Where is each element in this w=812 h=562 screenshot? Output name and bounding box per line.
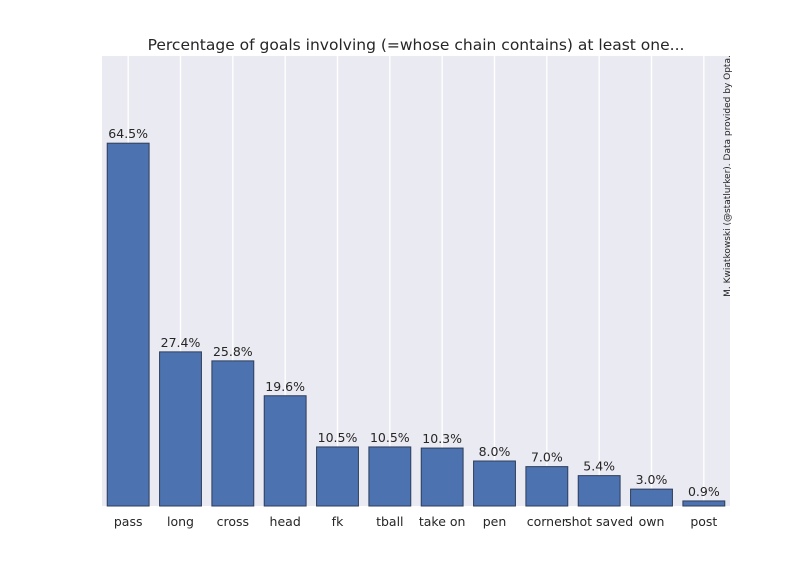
data-label: 0.9%	[688, 484, 720, 499]
x-tick-label: tball	[376, 514, 403, 529]
x-tick-label: post	[690, 514, 717, 529]
x-tick-label: take on	[419, 514, 466, 529]
data-label: 27.4%	[161, 335, 201, 350]
x-tick-label: head	[270, 514, 301, 529]
bar-tball	[368, 446, 412, 507]
bars	[106, 142, 726, 507]
bar-shot-saved	[577, 475, 621, 507]
bar-pen	[473, 460, 516, 507]
x-tick-label: own	[639, 514, 665, 529]
data-label: 10.5%	[370, 430, 410, 445]
bar-own	[630, 488, 673, 507]
plot-background	[102, 56, 730, 506]
credit-note: M. Kwiatkowski (@statlurker). Data provi…	[723, 55, 733, 297]
data-label: 5.4%	[583, 459, 615, 474]
data-label: 10.3%	[422, 431, 462, 446]
x-tick-labels: pass long cross head fk tball take on pen corner…	[114, 514, 718, 529]
data-labels: 64.5% 27.4% 25.8% 19.6% 10.5% 10.5% 10.3% 8.0% 7…	[108, 126, 720, 499]
data-label: 25.8%	[213, 344, 253, 359]
x-tick-label: cross	[217, 514, 249, 529]
data-label: 10.5%	[318, 430, 358, 445]
chart-title: Percentage of goals involving (=whose ch…	[148, 36, 685, 54]
bar-head	[263, 395, 307, 507]
grid-lines	[127, 56, 705, 506]
x-tick-label: long	[167, 514, 194, 529]
data-label: 8.0%	[479, 444, 511, 459]
bar-pass	[106, 142, 150, 507]
x-tick-label: pen	[483, 514, 507, 529]
x-tick-label: pass	[114, 514, 143, 529]
x-tick-label: shot saved	[565, 514, 633, 529]
bar-post	[682, 500, 726, 507]
data-label: 19.6%	[265, 379, 305, 394]
x-tick-label: corner	[527, 514, 568, 529]
bar-take-on	[420, 447, 464, 507]
data-label: 3.0%	[636, 472, 668, 487]
data-label: 7.0%	[531, 450, 563, 465]
bar-long	[159, 351, 202, 507]
bar-cross	[211, 360, 255, 507]
bar-fk	[316, 446, 359, 507]
x-tick-label: fk	[332, 514, 344, 529]
data-label: 64.5%	[108, 126, 148, 141]
bar-corner	[525, 466, 569, 507]
